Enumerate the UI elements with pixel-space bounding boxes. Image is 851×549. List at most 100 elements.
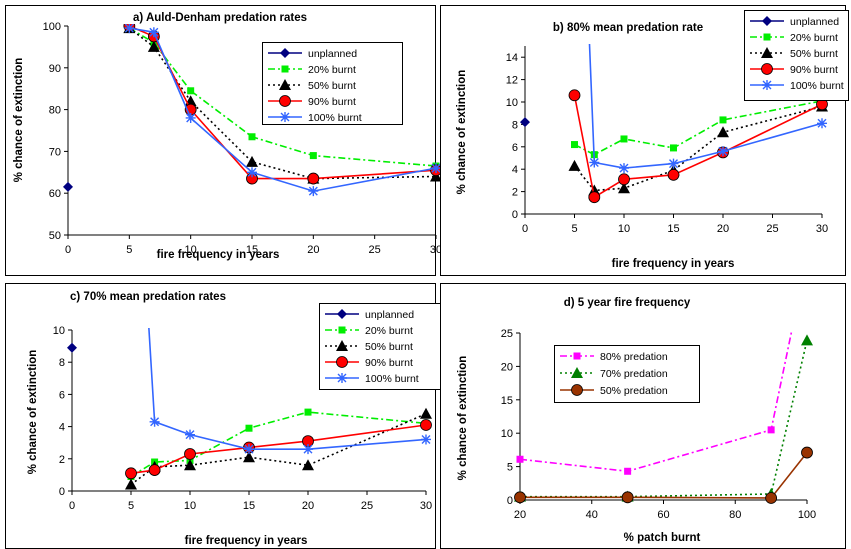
y-tick-label: 5 — [507, 462, 513, 474]
series-line-2 — [130, 411, 427, 478]
data-point — [568, 159, 581, 171]
x-axis-label: fire frequency in years — [157, 249, 280, 261]
chart-panel-1: 50 60 70 80 90 100 0 5 10 15 20 25 30 a) Auld-Denham … — [5, 5, 442, 276]
data-point — [248, 133, 256, 141]
series-line-4 — [573, 95, 823, 199]
legend-marker — [280, 112, 290, 122]
series-line-3 — [520, 452, 808, 499]
legend-marker — [337, 373, 347, 383]
x-tick-label: 5 — [571, 223, 577, 235]
legend: 80% predation 70% predation 50% predation — [554, 345, 700, 403]
legend-entry: 50% predation — [600, 385, 668, 397]
data-point — [420, 407, 432, 419]
data-point — [668, 158, 679, 169]
y-tick-label: 2 — [59, 454, 65, 466]
x-tick-label: 30 — [816, 223, 828, 235]
data-point — [520, 117, 530, 128]
legend-marker — [281, 65, 289, 73]
y-tick-label: 2 — [512, 187, 518, 199]
legend-entry: unplanned — [365, 309, 414, 321]
data-point — [247, 167, 257, 178]
data-point — [717, 126, 729, 138]
data-point — [421, 434, 431, 445]
data-point — [184, 448, 196, 460]
y-tick-label: 0 — [512, 209, 518, 221]
x-tick-label: 25 — [766, 223, 778, 235]
x-tick-label: 100 — [798, 509, 816, 521]
x-tick-label: 20 — [302, 500, 314, 512]
legend-marker — [762, 80, 772, 90]
legend-marker — [571, 367, 583, 378]
legend-entry: 80% predation — [600, 351, 668, 363]
chart-panel-4: 0 5 10 15 20 25 20 40 60 80 100 d) 5 year fire freq… — [440, 283, 846, 549]
x-tick-label: 20 — [717, 223, 729, 235]
y-tick-label: 10 — [53, 325, 65, 337]
y-tick-label: 60 — [49, 188, 61, 200]
chart-panel-3: 0 2 4 6 8 10 0 5 10 15 20 25 30 c) 70% mean predation… — [5, 283, 460, 549]
legend-entry: 100% burnt — [790, 80, 844, 92]
y-tick-label: 12 — [506, 75, 518, 87]
series-layer — [67, 328, 432, 490]
x-axis-label: fire frequency in years — [612, 258, 735, 270]
x-tick-label: 5 — [126, 244, 132, 256]
data-point — [148, 27, 159, 38]
data-point — [125, 467, 137, 480]
y-axis-label: % chance of extinction — [457, 356, 469, 481]
y-tick-label: 90 — [49, 63, 61, 75]
data-point — [516, 455, 524, 463]
x-tick-label: 15 — [246, 244, 258, 256]
x-tick-label: 15 — [243, 500, 255, 512]
data-point — [420, 419, 432, 431]
series-layer — [514, 331, 813, 504]
y-tick-label: 20 — [501, 361, 513, 373]
data-point — [718, 146, 728, 157]
data-point — [765, 492, 778, 504]
data-point — [303, 444, 313, 455]
data-point — [670, 144, 677, 152]
legend-marker — [761, 63, 773, 75]
data-point — [619, 163, 629, 174]
series-line-5 — [148, 328, 427, 450]
x-tick-label: 30 — [420, 500, 432, 512]
data-point — [243, 451, 255, 463]
series-line-2 — [520, 340, 808, 498]
data-point — [245, 424, 253, 432]
legend-marker — [573, 352, 581, 360]
data-point — [246, 155, 258, 167]
legend-entry: 90% burnt — [308, 96, 356, 108]
y-tick-label: 4 — [512, 164, 518, 176]
data-point — [621, 491, 634, 504]
x-tick-label: 10 — [184, 500, 196, 512]
legend-marker — [279, 79, 291, 90]
x-tick-label: 0 — [65, 244, 71, 256]
data-point — [309, 152, 317, 160]
data-point — [589, 157, 600, 168]
data-point — [667, 168, 680, 181]
data-point — [302, 459, 314, 471]
panel-border — [440, 283, 846, 549]
series-layer — [520, 44, 828, 204]
legend-marker — [279, 95, 291, 107]
y-tick-label: 100 — [43, 21, 61, 33]
data-point — [817, 118, 827, 129]
y-tick-label: 6 — [59, 389, 65, 401]
data-point — [147, 40, 160, 52]
legend: unplanned 20% burnt 50% burnt 90% burnt 100%… — [262, 42, 403, 125]
y-tick-label: 0 — [507, 495, 513, 507]
data-point — [618, 182, 630, 194]
legend-entry: 50% burnt — [790, 48, 838, 60]
legend: unplanned 20% burnt 50% burnt 90% burnt 100%… — [319, 303, 460, 390]
data-point — [187, 87, 195, 95]
data-point — [801, 334, 813, 346]
data-point — [125, 478, 137, 490]
data-point — [620, 135, 628, 143]
y-tick-label: 4 — [59, 422, 65, 434]
y-axis-label: % chance of extinction — [13, 58, 25, 183]
data-point — [184, 459, 196, 471]
data-point — [308, 186, 319, 197]
series-line-5 — [588, 44, 823, 169]
chart-panel-2: 0 2 4 6 8 10 12 14 0 5 10 15 20 25 30 b) 80% mean preda… — [440, 5, 849, 276]
series-line-3 — [130, 412, 427, 486]
chart-title: b) 80% mean predation rate — [553, 22, 703, 34]
